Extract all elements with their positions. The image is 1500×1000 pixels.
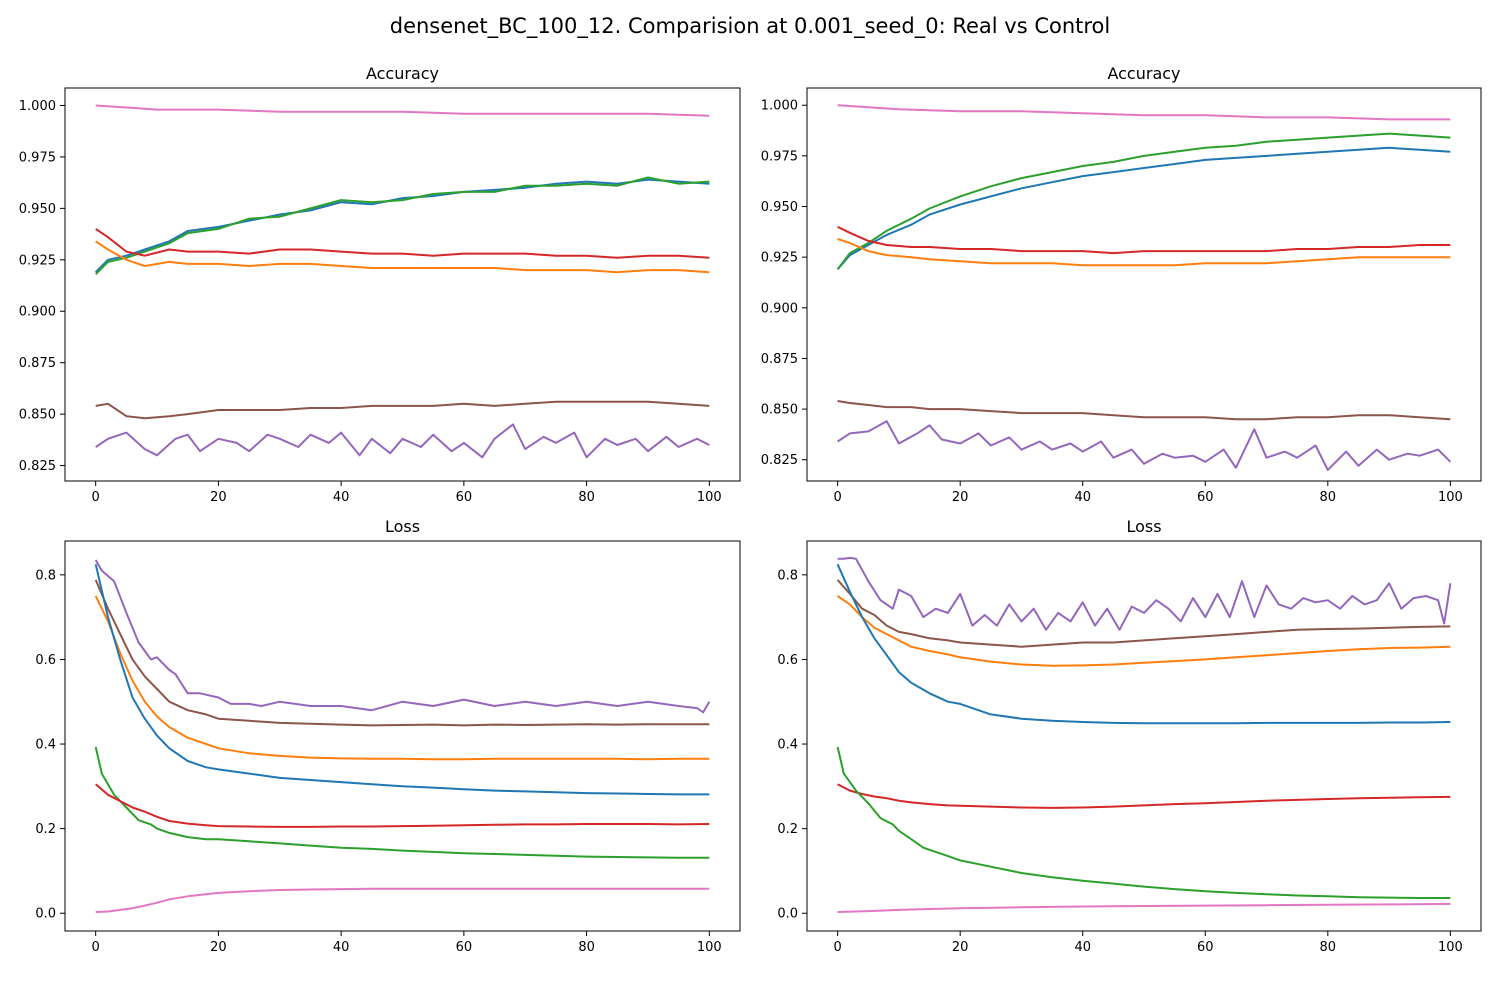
- y-tick-label: 0.925: [19, 253, 56, 268]
- y-tick-label: 0.8: [777, 568, 798, 583]
- x-tick-label: 100: [697, 490, 722, 505]
- panel-title: Loss: [385, 517, 420, 536]
- y-tick-label: 0.825: [19, 459, 56, 474]
- x-tick-label: 60: [1197, 490, 1214, 505]
- figure-title: densenet_BC_100_12. Comparision at 0.001…: [389, 14, 1111, 38]
- x-tick-label: 80: [578, 940, 595, 955]
- series-line-6: [837, 104, 1451, 121]
- y-tick-label: 0.850: [761, 403, 798, 418]
- x-tick-label: 20: [952, 940, 969, 955]
- x-tick-label: 60: [456, 490, 473, 505]
- y-tick-label: 0.850: [19, 408, 56, 423]
- x-tick-label: 0: [833, 490, 841, 505]
- series-line-5: [95, 783, 710, 828]
- x-tick-label: 0: [833, 940, 841, 955]
- axes-frame: [806, 540, 1482, 932]
- y-tick-label: 0.2: [35, 822, 56, 837]
- series-line-3: [95, 240, 710, 274]
- y-tick-label: 0.950: [19, 202, 56, 217]
- series-line-5: [836, 746, 1451, 899]
- x-tick-label: 40: [333, 490, 350, 505]
- panel-title: Accuracy: [1107, 64, 1180, 83]
- y-tick-label: 1.000: [761, 99, 798, 114]
- series-line-2: [837, 595, 1451, 667]
- x-tick-label: 100: [697, 940, 722, 955]
- x-tick-label: 80: [1320, 940, 1337, 955]
- y-tick-label: 0.4: [35, 738, 56, 753]
- series-line-2: [94, 595, 710, 761]
- x-tick-label: 40: [1074, 490, 1091, 505]
- y-tick-label: 0.900: [19, 305, 56, 320]
- series-line-5: [95, 423, 710, 459]
- y-tick-label: 0.0: [777, 907, 798, 922]
- series-line-0: [94, 178, 710, 273]
- y-tick-label: 0.4: [777, 738, 798, 753]
- axes-frame: [806, 87, 1482, 482]
- x-tick-label: 20: [210, 490, 227, 505]
- y-tick-label: 0.6: [35, 653, 56, 668]
- series-line-1: [94, 579, 710, 727]
- y-tick-label: 0.6: [777, 653, 798, 668]
- x-tick-label: 20: [952, 490, 969, 505]
- y-tick-label: 0.875: [19, 356, 56, 371]
- series-line-1: [836, 132, 1451, 270]
- panel-accuracy-left: Accuracy 0 20 40 60 80 100 0.825 0.850 0.875 0.900…: [19, 64, 741, 505]
- series-line-4: [94, 746, 710, 859]
- series-line-2: [95, 228, 710, 259]
- panel-loss-right: Loss 0 20 40 60 80 100 0.0 0.2 0.4 0.6 0.8: [777, 517, 1482, 955]
- y-tick-label: 0.975: [761, 149, 798, 164]
- y-tick-label: 0.900: [761, 301, 798, 316]
- panel-loss-left: Loss 0 20 40 60 80 100 0.0 0.2 0.4 0.6 0.8: [35, 517, 741, 955]
- y-tick-label: 0.825: [761, 453, 798, 468]
- series-line-0: [836, 146, 1451, 270]
- x-tick-label: 60: [456, 940, 473, 955]
- series-line-2: [837, 225, 1451, 255]
- y-tick-label: 0.950: [761, 200, 798, 215]
- y-tick-label: 0.875: [761, 352, 798, 367]
- x-tick-label: 100: [1438, 490, 1463, 505]
- y-tick-label: 0.8: [35, 568, 56, 583]
- axes-frame: [64, 540, 741, 932]
- y-tick-label: 0.0: [35, 907, 56, 922]
- x-tick-label: 80: [1320, 490, 1337, 505]
- series-line-4: [837, 783, 1451, 809]
- x-tick-label: 40: [1074, 940, 1091, 955]
- x-tick-label: 20: [210, 940, 227, 955]
- series-line-6: [837, 902, 1451, 913]
- series-line-0: [94, 559, 711, 714]
- series-line-6: [95, 104, 710, 117]
- series-line-4: [837, 400, 1451, 421]
- series-line-3: [94, 564, 710, 796]
- x-tick-label: 60: [1197, 940, 1214, 955]
- series-line-0: [837, 556, 1452, 631]
- x-tick-label: 100: [1438, 940, 1463, 955]
- x-tick-label: 40: [333, 940, 350, 955]
- y-tick-label: 1.000: [19, 99, 56, 114]
- x-tick-label: 0: [92, 940, 100, 955]
- y-tick-label: 0.975: [19, 150, 56, 165]
- series-line-1: [94, 176, 710, 275]
- panel-title: Loss: [1126, 517, 1161, 536]
- y-tick-label: 0.2: [777, 822, 798, 837]
- y-tick-label: 0.925: [761, 251, 798, 266]
- series-line-5: [837, 420, 1452, 471]
- axes-frame: [64, 87, 741, 482]
- series-line-3: [836, 563, 1451, 725]
- x-tick-label: 0: [92, 490, 100, 505]
- x-tick-label: 80: [578, 490, 595, 505]
- panel-title: Accuracy: [366, 64, 439, 83]
- series-line-3: [837, 237, 1451, 267]
- series-line-1: [836, 579, 1451, 648]
- panel-accuracy-right: Accuracy 0 20 40 60 80 100 0.825 0.850 0.875 0.900…: [761, 64, 1482, 505]
- series-line-4: [95, 400, 710, 420]
- series-line-6: [95, 887, 710, 913]
